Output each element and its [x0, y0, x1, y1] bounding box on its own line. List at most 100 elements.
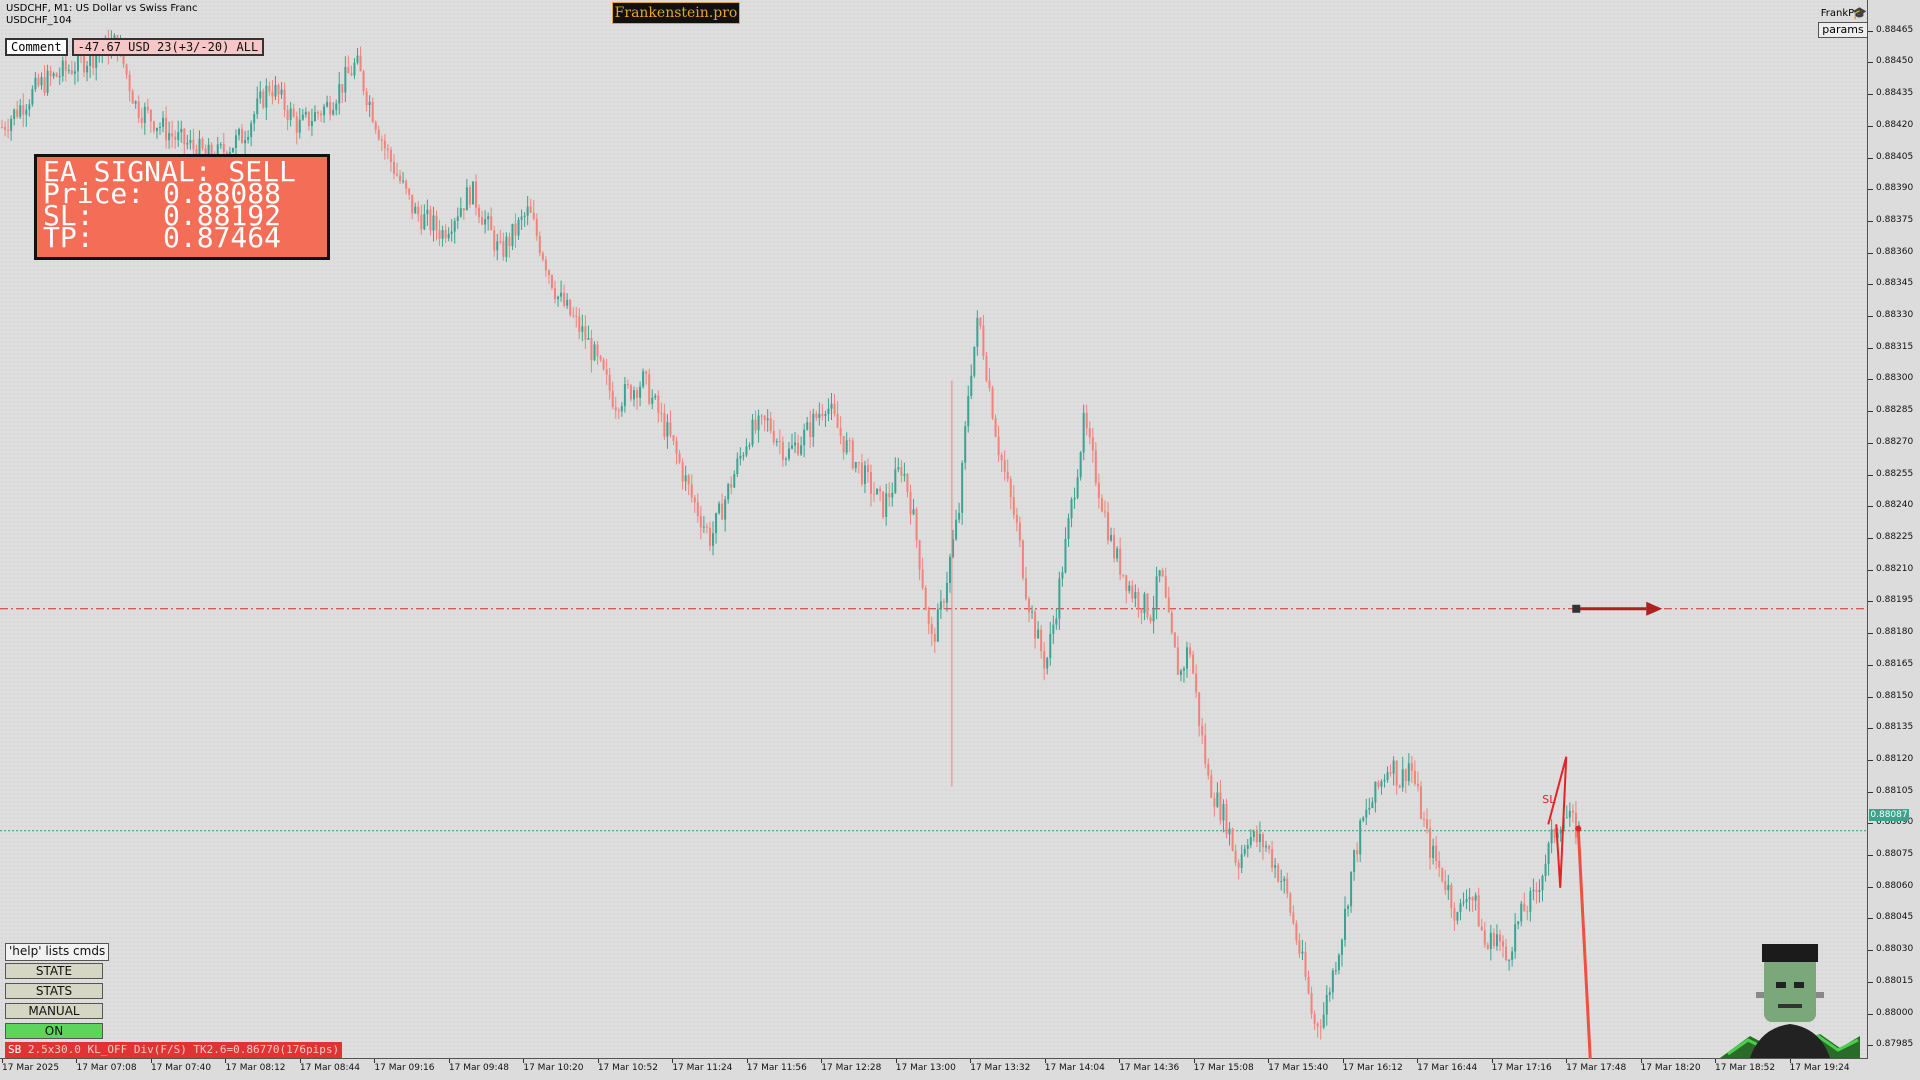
candle-body: [718, 503, 721, 514]
candle-body: [1067, 518, 1070, 539]
candle-body: [301, 114, 304, 120]
candle-body: [803, 429, 806, 446]
sl-text-marker: SL: [1542, 793, 1556, 806]
candle-body: [198, 138, 201, 161]
candle-body: [967, 396, 970, 427]
y-tick-label: 0.88255: [1867, 468, 1914, 479]
candle-body: [1313, 1013, 1316, 1024]
candle-body: [222, 144, 225, 153]
candle-body: [1170, 612, 1173, 633]
candle-body: [1021, 540, 1024, 579]
candle-body: [888, 493, 891, 498]
candle-body: [310, 121, 313, 126]
candle-body: [1167, 597, 1170, 613]
candle-body: [1073, 497, 1076, 500]
candle-body: [1085, 412, 1088, 429]
candle-body: [402, 180, 405, 182]
candle-body: [863, 465, 866, 484]
time-axis[interactable]: 17 Mar 2025 17 Mar 07:08 17 Mar 07:40 17 Ma…: [0, 1059, 1868, 1080]
candle-body: [423, 214, 426, 230]
candle-body: [1119, 548, 1122, 575]
graduation-cap-icon[interactable]: 🎓: [1852, 6, 1867, 20]
candle-body: [317, 112, 319, 114]
candle-body: [1344, 908, 1346, 940]
candle-body: [751, 419, 754, 446]
params-button[interactable]: params: [1818, 22, 1868, 38]
candle-body: [1568, 810, 1571, 818]
brand-logo-text[interactable]: Frankenstein.pro: [612, 2, 740, 24]
candle-body: [201, 138, 204, 149]
candle-body: [1498, 934, 1501, 942]
candle-body: [1325, 994, 1328, 1015]
candle-body: [125, 64, 128, 75]
y-tick-label: 0.88030: [1867, 944, 1914, 955]
candle-body: [1529, 891, 1532, 912]
candle-body: [231, 147, 234, 153]
candle-body: [259, 91, 262, 99]
candle-body: [149, 109, 152, 122]
candle-body: [1198, 692, 1201, 726]
candle-body: [824, 413, 827, 416]
candle-body: [73, 71, 76, 74]
x-tick-label: 17 Mar 18:20: [1640, 1059, 1701, 1073]
candle-body: [40, 76, 43, 86]
candle-body: [839, 428, 842, 436]
manual-button[interactable]: MANUAL: [5, 1003, 103, 1019]
candle-body: [639, 386, 642, 398]
state-button[interactable]: STATE: [5, 963, 103, 979]
y-tick-label: 0.88420: [1867, 119, 1914, 130]
candle-body: [727, 483, 730, 500]
candle-body: [952, 539, 955, 557]
candle-body: [599, 356, 602, 360]
y-tick-label: 0.88195: [1867, 595, 1914, 606]
candle-body: [1374, 781, 1377, 803]
candle-body: [1134, 592, 1137, 599]
candle-body: [784, 458, 787, 460]
candle-body: [605, 369, 608, 375]
candle-body: [745, 446, 748, 456]
candle-body: [1034, 611, 1037, 639]
candle-body: [1258, 834, 1261, 843]
candle-body: [1538, 890, 1541, 892]
candle-body: [1362, 817, 1365, 821]
price-axis[interactable]: 0.88465 0.88450 0.88435 0.88420 0.88405 0.883…: [1867, 0, 1920, 1059]
candle-body: [827, 408, 830, 414]
candle-body: [581, 326, 584, 332]
candle-body: [979, 317, 982, 326]
candle-body: [1483, 930, 1486, 945]
candle-body: [696, 502, 699, 517]
candle-body: [1234, 850, 1237, 863]
y-tick-label: 0.88150: [1867, 690, 1914, 701]
candle-body: [894, 469, 897, 493]
candle-body: [1076, 477, 1079, 498]
frankenstein-mascot-icon: [1720, 944, 1860, 1058]
status-tag: SB: [8, 1043, 22, 1056]
candle-body: [1015, 515, 1018, 523]
candle-body: [845, 440, 848, 453]
candle-body: [1322, 1014, 1325, 1028]
candle-body: [389, 149, 392, 162]
candle-body: [806, 422, 809, 430]
candle-body: [1298, 940, 1301, 954]
candle-body: [1565, 817, 1568, 819]
candle-body: [648, 374, 651, 404]
candle-body: [915, 509, 918, 541]
candle-body: [143, 106, 146, 123]
candle-body: [1435, 845, 1438, 861]
candle-body: [465, 187, 468, 211]
candle-body: [629, 385, 632, 400]
candle-body: [660, 412, 663, 414]
candle-body: [873, 493, 876, 495]
candle-body: [1337, 954, 1340, 971]
candle-body: [350, 73, 353, 76]
on-button[interactable]: ON: [5, 1023, 103, 1039]
candle-body: [332, 110, 335, 115]
candle-body: [1520, 903, 1523, 922]
price-chart[interactable]: SL: [0, 0, 1868, 1059]
candle-body: [1486, 944, 1489, 949]
candle-body: [994, 418, 997, 437]
stats-button[interactable]: STATS: [5, 983, 103, 999]
candle-body: [1392, 760, 1395, 774]
candle-body: [10, 119, 13, 131]
candle-body: [1110, 535, 1113, 541]
